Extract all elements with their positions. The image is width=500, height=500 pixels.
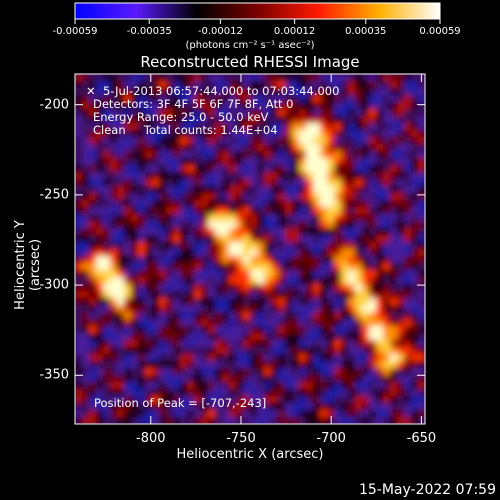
peak-marker-icon: ✕: [86, 84, 96, 98]
info-time-range: 5-Jul-2013 06:57:44.000 to 07:03:44.000: [103, 84, 340, 98]
colorbar-tick-label: 0.00059: [419, 26, 461, 37]
y-axis-label: Heliocentric Y (arcsec): [13, 220, 43, 310]
info-energy-range: Energy Range: 25.0 - 50.0 keV: [93, 110, 269, 124]
y-tick-label: -350: [39, 367, 69, 383]
x-tick-label: -700: [316, 431, 346, 446]
colorbar-tick-label: -0.00059: [52, 26, 98, 37]
colorbar-gradient: [74, 2, 441, 20]
colorbar-tick-label: -0.00012: [197, 26, 243, 37]
heatmap-image: [75, 74, 425, 424]
colorbar-units: (photons cm⁻² s⁻¹ asec⁻²): [185, 40, 315, 51]
plot-frame: [74, 73, 426, 425]
info-detectors: Detectors: 3F 4F 5F 6F 7F 8F, Att 0: [93, 97, 294, 111]
axis-ticks: [75, 74, 425, 424]
x-axis-label: Heliocentric X (arcsec): [176, 447, 324, 462]
peak-position-label: Position of Peak = [-707,-243]: [94, 396, 267, 410]
colorbar-tick-label: 0.00012: [273, 26, 316, 37]
footer-timestamp: 15-May-2022 07:59: [358, 482, 496, 498]
y-tick-label: -200: [39, 97, 69, 113]
colorbar-ticks: [74, 19, 441, 24]
y-tick-label: -300: [39, 277, 69, 293]
y-tick-label: -250: [39, 187, 69, 203]
x-tick-label: -650: [406, 431, 437, 446]
colorbar-tick-label: -0.00035: [126, 26, 172, 37]
x-tick-label: -800: [136, 431, 166, 446]
colorbar-tick-label: 0.00035: [345, 26, 387, 37]
x-tick-label: -750: [226, 431, 256, 446]
info-clean-counts: Clean Total counts: 1.44E+04: [93, 123, 278, 137]
chart-title: Reconstructed RHESSI Image: [140, 53, 360, 71]
